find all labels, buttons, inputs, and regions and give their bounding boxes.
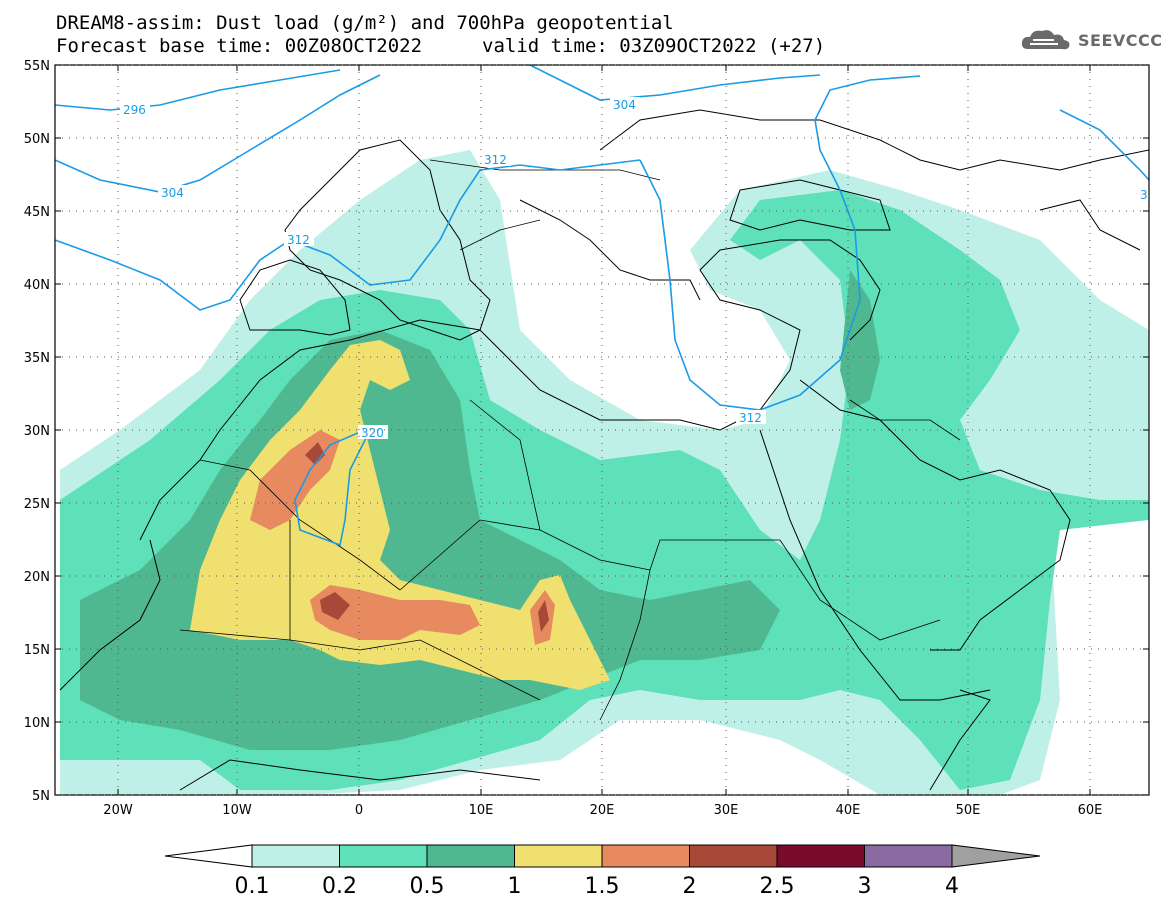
- colorbar-label: 4: [945, 874, 959, 899]
- map-title: DREAM8-assim: Dust load (g/m²) and 700hP…: [56, 12, 674, 34]
- lon-tick-label: 20E: [590, 803, 615, 818]
- lon-tick-label: 60E: [1078, 803, 1103, 818]
- latitude-labels: 55N 50N 45N 40N 35N 30N 25N 20N 15N 10N 5N: [24, 59, 50, 804]
- colorbar-swatch: [426, 844, 515, 868]
- country-borders: [179, 159, 961, 721]
- contour-304-east: [529, 65, 821, 101]
- lon-tick-label: 0: [355, 803, 363, 818]
- lat-tick-label: 10N: [24, 716, 50, 731]
- dust-band-0.5: [80, 330, 780, 750]
- lat-tick-label: 5N: [32, 789, 50, 804]
- longitude-labels: 20W 10W 0 10E 20E 30E 40E 50E 60E: [103, 803, 1102, 818]
- lon-tick-label: 50E: [956, 803, 981, 818]
- colorbar-label: 0.1: [235, 874, 270, 899]
- dust-band-2-b: [320, 592, 350, 620]
- lat-tick-label: 30N: [24, 424, 50, 439]
- lat-tick-label: 50N: [24, 132, 50, 147]
- contour-label: 296: [123, 103, 146, 117]
- lon-tick-label: 20W: [103, 803, 133, 818]
- colorbar-swatch: [339, 844, 428, 868]
- contour-296: [55, 69, 341, 111]
- contour-320: [294, 428, 372, 547]
- lat-tick-label: 55N: [24, 59, 50, 74]
- colorbar-swatch: [514, 844, 603, 868]
- contour-312-far-east: [1059, 109, 1149, 181]
- lon-tick-label: 40E: [836, 803, 861, 818]
- dust-band-1.5-central: [310, 585, 480, 640]
- lat-tick-label: 45N: [24, 205, 50, 220]
- contour-label: 320: [361, 426, 384, 440]
- colorbar-swatch: [864, 844, 953, 868]
- colorbar-max-triangle: [951, 844, 1041, 868]
- contour-label: 312: [739, 411, 762, 425]
- lat-tick-label: 40N: [24, 278, 50, 293]
- colorbar: 0.1 0.2 0.5 1 1.5 2 2.5 3 4: [164, 844, 1041, 899]
- colorbar-swatch: [251, 844, 340, 868]
- lon-tick-label: 10W: [222, 803, 252, 818]
- colorbar-swatch: [776, 844, 865, 868]
- lon-tick-label: 30E: [714, 803, 739, 818]
- contour-label: 304: [161, 186, 184, 200]
- contour-312-east: [639, 75, 921, 411]
- lat-tick-label: 35N: [24, 351, 50, 366]
- dust-field: [60, 150, 1149, 795]
- colorbar-swatch: [689, 844, 778, 868]
- contour-label: 312: [287, 233, 310, 247]
- lat-tick-label: 15N: [24, 643, 50, 658]
- colorbar-label: 2.5: [760, 874, 795, 899]
- contour-label: 312: [484, 153, 507, 167]
- forecast-base-time: Forecast base time: 00Z08OCT2022: [56, 35, 423, 57]
- contour-label: 304: [613, 98, 636, 112]
- dust-band-2-c: [538, 600, 549, 632]
- contour-304-west: [55, 74, 381, 193]
- colorbar-min-triangle: [164, 844, 253, 868]
- seevccc-logo: SEEVCCC: [1020, 27, 1163, 53]
- colorbar-label: 1.5: [585, 874, 620, 899]
- contour-312-north: [55, 159, 641, 311]
- dust-band-0.5-mesopotamia: [840, 270, 880, 410]
- dust-band-2-a: [305, 442, 325, 465]
- graticule: [55, 64, 1149, 796]
- colorbar-label: 0.2: [322, 874, 357, 899]
- lat-tick-label: 25N: [24, 497, 50, 512]
- colorbar-swatch: [601, 844, 690, 868]
- lat-tick-label: 20N: [24, 570, 50, 585]
- contour-label-group: 296 304 304 312 312 312 320 3: [120, 97, 1148, 440]
- colorbar-label: 0.5: [410, 874, 445, 899]
- coastlines: [59, 109, 1149, 791]
- colorbar-label: 1: [508, 874, 522, 899]
- logo-text: SEEVCCC: [1078, 30, 1163, 50]
- contour-label: 3: [1140, 188, 1148, 202]
- valid-time: valid time: 03Z09OCT2022 (+27): [482, 35, 826, 57]
- geopotential-contours: [55, 65, 1149, 547]
- colorbar-label: 3: [858, 874, 872, 899]
- colorbar-label: 2: [683, 874, 697, 899]
- lon-tick-label: 10E: [469, 803, 494, 818]
- cloud-logo-icon: [1021, 30, 1070, 50]
- dust-band-1: [190, 340, 610, 690]
